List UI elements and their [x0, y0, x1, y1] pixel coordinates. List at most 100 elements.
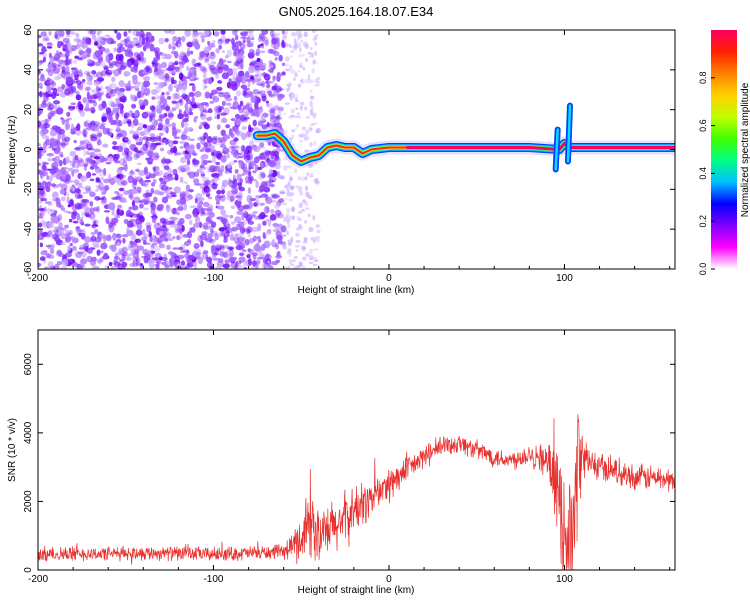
heatmap-noise-cell [88, 211, 96, 220]
heatmap-noise-cell [165, 105, 171, 112]
heatmap-noise-cell [164, 264, 170, 269]
heatmap-noise-cell [103, 167, 107, 176]
heatmap-noise-cell [138, 99, 144, 106]
heatmap-noise-cell [153, 189, 161, 195]
heatmap-noise-cell [38, 77, 46, 82]
heatmap-noise-cell [221, 50, 225, 53]
heatmap-noise-cell [86, 59, 93, 64]
heatmap-noise-cell [40, 130, 48, 134]
heatmap-noise-cell [245, 214, 253, 222]
heatmap-noise-cell [255, 48, 261, 55]
heatmap-noise-cell [42, 34, 49, 41]
heatmap-noise-cell [138, 215, 145, 223]
heatmap-noise-cell [79, 265, 86, 269]
heatmap-noise-cell [102, 143, 109, 148]
heatmap-noise-cell [119, 109, 124, 115]
heatmap-noise-cell [90, 109, 96, 113]
heatmap-noise-cell [311, 52, 315, 58]
heatmap-noise-cell [222, 252, 229, 259]
heatmap-noise-cell [147, 161, 153, 165]
heatmap-noise-cell [57, 105, 61, 109]
heatmap-noise-cell [240, 147, 249, 155]
heatmap-noise-cell [45, 244, 52, 248]
heatmap-noise-cell [172, 140, 179, 145]
heatmap-noise-cell [167, 123, 172, 128]
heatmap-noise-cell [49, 169, 55, 174]
heatmap-noise-cell [127, 178, 133, 182]
heatmap-noise-cell [165, 204, 170, 209]
heatmap-noise-cell [115, 90, 122, 95]
heatmap-noise-cell [210, 221, 217, 228]
heatmap-noise-cell [279, 175, 285, 180]
heatmap-noise-cell [240, 173, 245, 177]
heatmap-noise-cell [181, 122, 189, 127]
heatmap-noise-cell [89, 178, 95, 182]
heatmap-noise-cell [60, 167, 65, 174]
heatmap-noise-cell [166, 95, 172, 100]
heatmap-noise-cell [289, 96, 293, 101]
heatmap-noise-cell [301, 246, 307, 252]
heatmap-noise-cell [240, 84, 248, 89]
heatmap-noise-cell [113, 47, 118, 52]
heatmap-noise-cell [285, 266, 291, 269]
heatmap-noise-cell [199, 65, 206, 72]
heatmap-noise-cell [82, 78, 86, 82]
heatmap-noise-cell [81, 159, 85, 163]
heatmap-noise-cell [127, 80, 131, 85]
heatmap-noise-cell [148, 249, 154, 256]
heatmap-noise-cell [47, 90, 52, 94]
heatmap-noise-cell [230, 205, 236, 210]
heatmap-noise-cell [290, 236, 294, 243]
heatmap-noise-cell [194, 116, 199, 119]
heatmap-noise-cell [46, 101, 52, 109]
heatmap-noise-cell [186, 259, 192, 263]
heatmap-noise-cell [83, 205, 90, 213]
heatmap-noise-cell [84, 37, 92, 45]
heatmap-noise-cell [116, 111, 120, 118]
heatmap-noise-cell [158, 123, 164, 129]
heatmap-noise-cell [49, 175, 53, 182]
heatmap-noise-cell [229, 215, 234, 219]
heatmap-noise-cell [236, 152, 242, 156]
heatmap-noise-cell [134, 110, 140, 119]
heatmap-noise-cell [143, 255, 149, 264]
heatmap-noise-cell [182, 249, 190, 253]
heatmap-noise-cell [258, 252, 264, 259]
heatmap-noise-cell [46, 175, 50, 181]
heatmap-noise-cell [204, 85, 208, 89]
heatmap-noise-cell [41, 91, 46, 97]
heatmap-noise-cell [90, 136, 98, 142]
heatmap-noise-cell [288, 252, 292, 258]
heatmap-noise-cell [141, 41, 148, 47]
heatmap-noise-cell [202, 207, 209, 212]
heatmap-noise-cell [54, 126, 62, 133]
heatmap-noise-cell [187, 71, 192, 79]
heatmap-noise-cell [78, 50, 86, 56]
heatmap-noise-cell [295, 233, 300, 236]
heatmap-noise-cell [135, 168, 140, 172]
heatmap-noise-cell [278, 57, 284, 61]
heatmap-noise-cell [252, 211, 258, 214]
heatmap-noise-cell [135, 150, 142, 154]
heatmap-noise-cell [281, 234, 287, 237]
heatmap-noise-cell [218, 227, 226, 232]
heatmap-noise-cell [38, 43, 44, 47]
heatmap-noise-cell [316, 230, 321, 234]
heatmap-noise-cell [153, 245, 161, 252]
heatmap-noise-cell [284, 197, 288, 200]
heatmap-noise-cell [116, 47, 122, 54]
heatmap-noise-cell [151, 242, 158, 246]
heatmap-noise-cell [200, 233, 208, 241]
heatmap-noise-cell [267, 90, 273, 96]
heatmap-noise-cell [236, 40, 242, 46]
heatmap-noise-cell [153, 81, 159, 86]
heatmap-noise-cell [171, 194, 177, 197]
heatmap-noise-cell [286, 223, 291, 229]
heatmap-noise-cell [158, 114, 166, 119]
heatmap-noise-cell [142, 80, 151, 88]
heatmap-noise-cell [285, 68, 291, 72]
heatmap-noise-cell [61, 117, 65, 125]
heatmap-noise-cell [294, 39, 298, 46]
heatmap-noise-cell [305, 116, 311, 119]
heatmap-noise-cell [78, 184, 84, 189]
